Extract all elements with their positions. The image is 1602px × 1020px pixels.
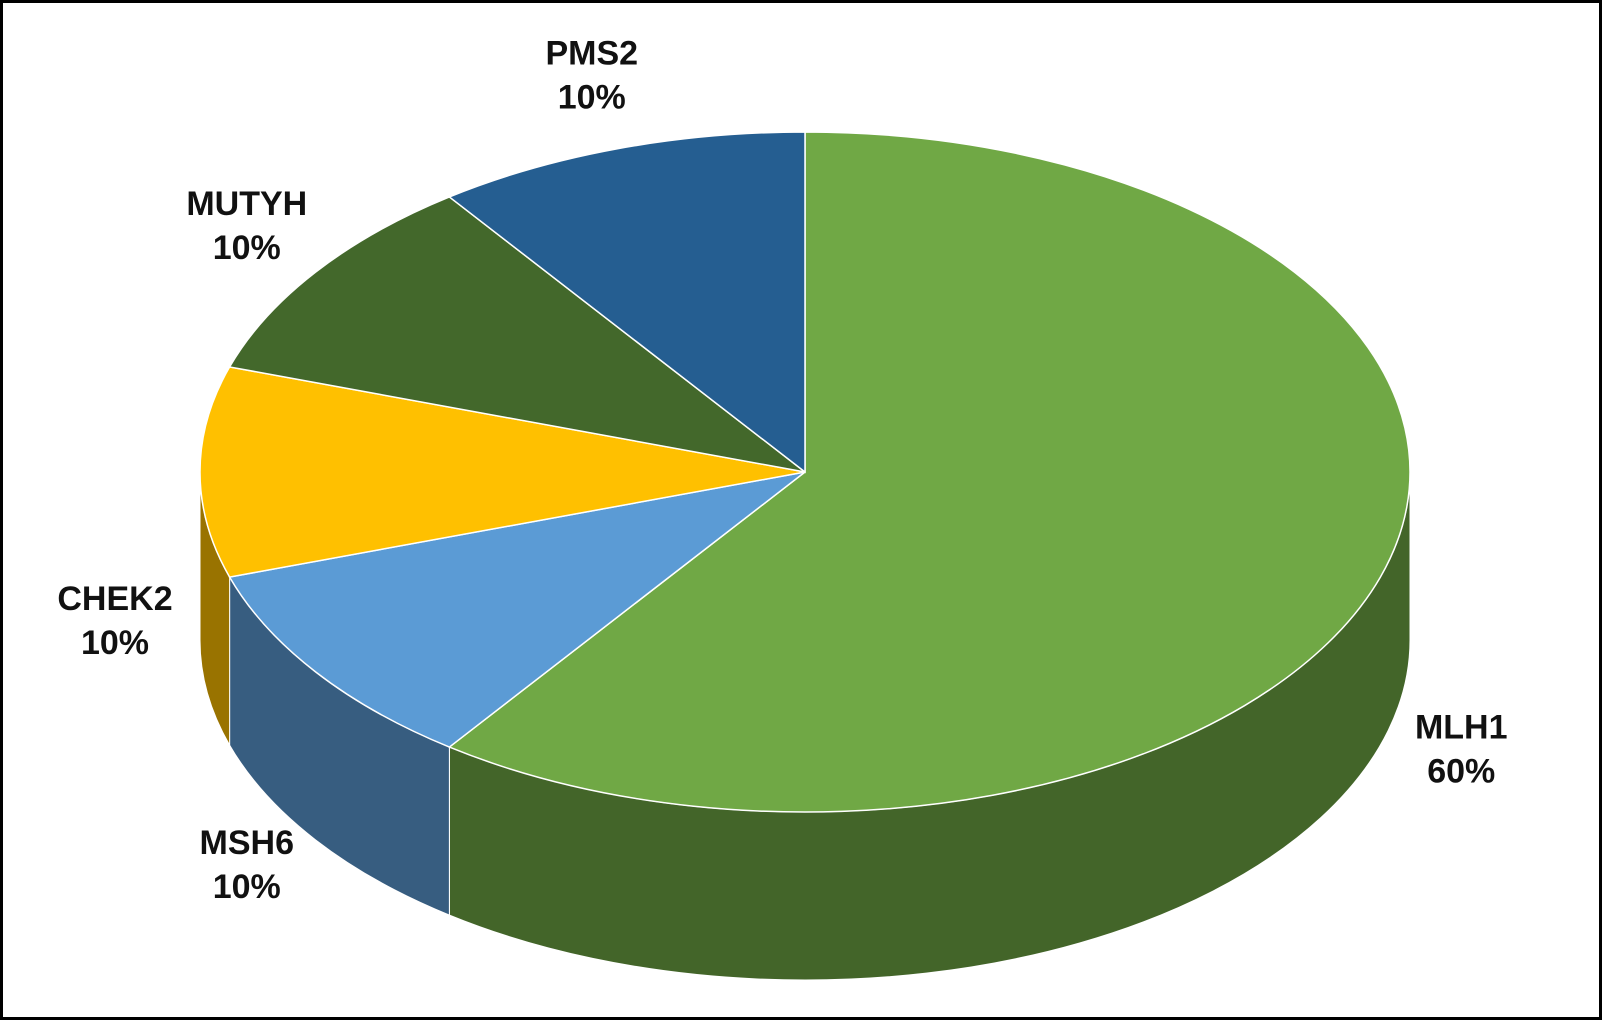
- slice-label: PMS2: [545, 34, 638, 72]
- slice-value-label: 10%: [81, 624, 149, 662]
- slice-label: MSH6: [200, 824, 294, 862]
- slice: [199, 366, 806, 578]
- slice-label: MUTYH: [186, 185, 307, 223]
- slice: [228, 471, 806, 748]
- slice: [447, 131, 1411, 813]
- slice-label: CHEK2: [57, 580, 172, 618]
- slice-value-label: 60%: [1427, 752, 1495, 790]
- slice: [447, 131, 806, 474]
- slice-value-label: 10%: [213, 868, 281, 906]
- slice-value-label: 10%: [213, 229, 281, 267]
- slice: [228, 196, 806, 473]
- slice-label: MLH1: [1415, 708, 1508, 746]
- slice-value-label: 10%: [558, 78, 626, 116]
